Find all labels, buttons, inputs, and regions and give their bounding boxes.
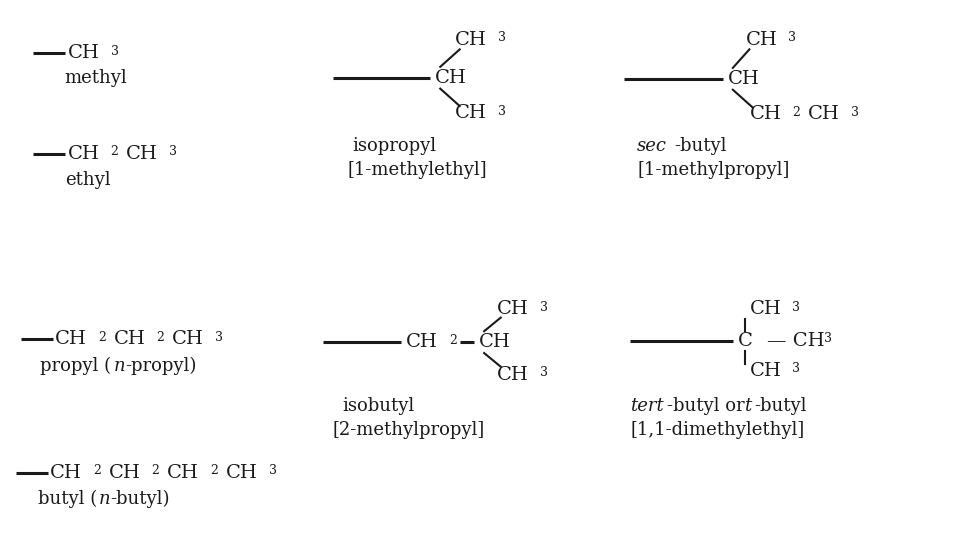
Text: CH: CH (172, 330, 204, 349)
Text: CH: CH (807, 105, 839, 123)
Text: CH: CH (748, 300, 781, 318)
Text: CH: CH (50, 464, 82, 482)
Text: 2: 2 (791, 106, 799, 118)
Text: isobutyl: isobutyl (342, 397, 414, 415)
Text: 3: 3 (539, 366, 547, 379)
Text: CH: CH (479, 333, 511, 351)
Text: 3: 3 (169, 145, 177, 158)
Text: 2: 2 (151, 464, 159, 477)
Text: -butyl): -butyl) (110, 490, 170, 509)
Text: [1,1-dimethylethyl]: [1,1-dimethylethyl] (630, 421, 804, 439)
Text: 2: 2 (448, 334, 456, 346)
Text: CH: CH (748, 105, 781, 123)
Text: n: n (113, 357, 125, 375)
Text: sec: sec (637, 137, 666, 155)
Text: CH: CH (435, 68, 467, 87)
Text: 3: 3 (269, 464, 276, 477)
Text: 2: 2 (210, 464, 218, 477)
Text: — CH: — CH (766, 332, 824, 350)
Text: 3: 3 (497, 105, 505, 117)
Text: CH: CH (496, 366, 529, 384)
Text: 3: 3 (791, 362, 799, 375)
Text: -butyl or: -butyl or (666, 397, 750, 415)
Text: propyl (: propyl ( (40, 356, 111, 375)
Text: CH: CH (113, 330, 146, 349)
Text: ethyl: ethyl (64, 171, 110, 189)
Text: -butyl: -butyl (673, 137, 726, 155)
Text: CH: CH (454, 31, 487, 49)
Text: 3: 3 (787, 31, 795, 44)
Text: CH: CH (67, 145, 100, 163)
Text: C: C (737, 332, 751, 350)
Text: -butyl: -butyl (753, 397, 806, 415)
Text: tert: tert (630, 397, 663, 415)
Text: [2-methylpropyl]: [2-methylpropyl] (332, 421, 485, 439)
Text: 2: 2 (156, 331, 164, 344)
Text: CH: CH (55, 330, 87, 349)
Text: 3: 3 (823, 332, 830, 345)
Text: CH: CH (167, 464, 199, 482)
Text: CH: CH (405, 333, 438, 351)
Text: 2: 2 (93, 464, 101, 477)
Text: 3: 3 (539, 301, 547, 314)
Text: methyl: methyl (64, 68, 127, 87)
Text: CH: CH (67, 44, 100, 62)
Text: CH: CH (108, 464, 141, 482)
Text: -propyl): -propyl) (125, 356, 196, 375)
Text: 3: 3 (110, 44, 118, 58)
Text: isopropyl: isopropyl (352, 137, 436, 155)
Text: 3: 3 (497, 31, 505, 44)
Text: CH: CH (226, 464, 257, 482)
Text: 3: 3 (215, 331, 223, 344)
Text: 3: 3 (791, 301, 799, 314)
Text: CH: CH (454, 104, 487, 122)
Text: [1-methylethyl]: [1-methylethyl] (347, 162, 487, 179)
Text: 2: 2 (98, 331, 106, 344)
Text: CH: CH (727, 70, 759, 88)
Text: t: t (743, 397, 751, 415)
Text: 3: 3 (850, 106, 858, 118)
Text: 2: 2 (110, 145, 118, 158)
Text: [1-methylpropyl]: [1-methylpropyl] (637, 162, 788, 179)
Text: CH: CH (126, 145, 158, 163)
Text: CH: CH (496, 300, 529, 318)
Text: n: n (99, 490, 110, 508)
Text: butyl (: butyl ( (38, 490, 98, 509)
Text: CH: CH (744, 31, 777, 49)
Text: CH: CH (748, 362, 781, 380)
